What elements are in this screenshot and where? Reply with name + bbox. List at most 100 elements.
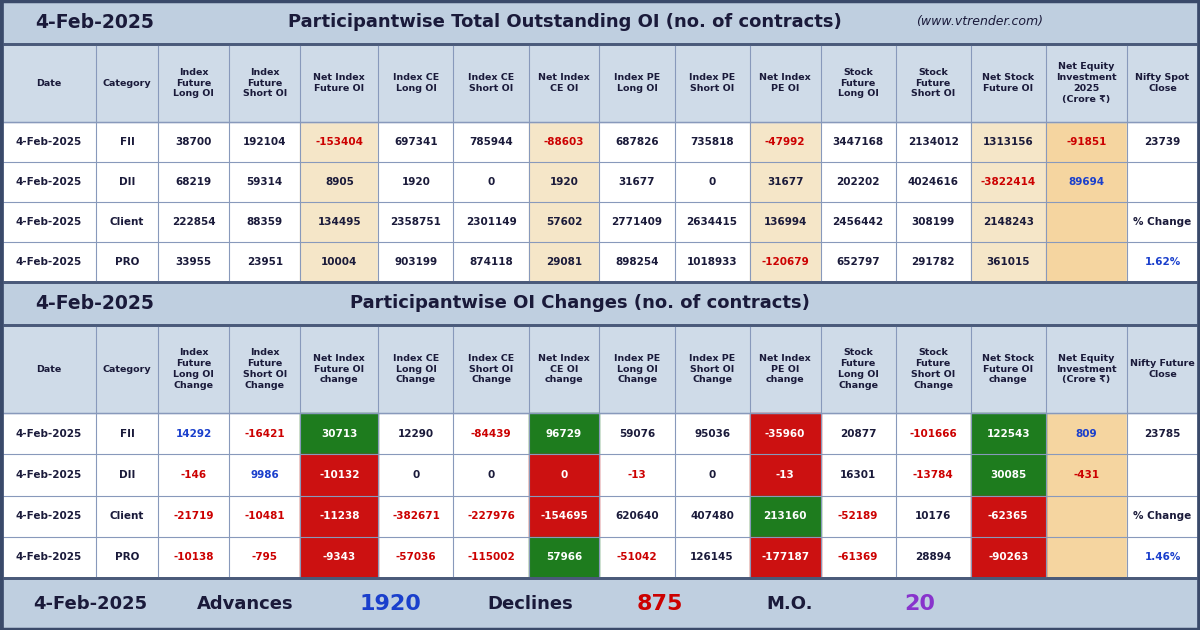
Bar bbox=[750, 325, 821, 578]
Text: 785944: 785944 bbox=[469, 137, 512, 147]
Text: FII: FII bbox=[120, 137, 134, 147]
Text: -90263: -90263 bbox=[988, 553, 1028, 563]
Text: Index
Future
Short OI
Change: Index Future Short OI Change bbox=[242, 348, 287, 389]
Bar bbox=[528, 454, 600, 496]
Text: 4-Feb-2025: 4-Feb-2025 bbox=[16, 257, 82, 267]
Text: 222854: 222854 bbox=[172, 217, 216, 227]
Text: 2456442: 2456442 bbox=[833, 217, 883, 227]
Bar bbox=[674, 325, 750, 578]
Bar bbox=[895, 325, 971, 578]
Text: -13784: -13784 bbox=[913, 470, 954, 480]
Text: Index
Future
Long OI: Index Future Long OI bbox=[174, 68, 215, 98]
Text: 8905: 8905 bbox=[325, 177, 354, 187]
Text: Net Equity
Investment
(Crore ₹): Net Equity Investment (Crore ₹) bbox=[1056, 354, 1117, 384]
Text: Index PE
Short OI
Change: Index PE Short OI Change bbox=[689, 354, 736, 384]
Text: 0: 0 bbox=[708, 470, 715, 480]
Text: Stock
Future
Short OI: Stock Future Short OI bbox=[911, 68, 955, 98]
Text: 0: 0 bbox=[487, 470, 494, 480]
Text: 4-Feb-2025: 4-Feb-2025 bbox=[16, 177, 82, 187]
Text: -431: -431 bbox=[1073, 470, 1099, 480]
Text: (www.vtrender.com): (www.vtrender.com) bbox=[917, 16, 1044, 28]
Text: -13: -13 bbox=[775, 470, 794, 480]
Text: Index PE
Long OI: Index PE Long OI bbox=[614, 73, 660, 93]
Bar bbox=[454, 325, 528, 578]
Text: -227976: -227976 bbox=[467, 511, 515, 521]
Bar bbox=[821, 44, 895, 282]
Text: -52189: -52189 bbox=[838, 511, 878, 521]
Text: -51042: -51042 bbox=[617, 553, 658, 563]
Bar bbox=[600, 325, 674, 578]
Text: -120679: -120679 bbox=[761, 257, 809, 267]
Text: 23785: 23785 bbox=[1145, 428, 1181, 438]
Bar bbox=[2, 325, 1198, 578]
Text: 20: 20 bbox=[905, 594, 936, 614]
Bar bbox=[378, 325, 454, 578]
Bar bbox=[378, 44, 454, 282]
Text: 59076: 59076 bbox=[619, 428, 655, 438]
Text: 4024616: 4024616 bbox=[907, 177, 959, 187]
Text: 2134012: 2134012 bbox=[907, 137, 959, 147]
Text: 136994: 136994 bbox=[763, 217, 806, 227]
Bar bbox=[821, 325, 895, 578]
Bar bbox=[300, 44, 378, 282]
Text: Declines: Declines bbox=[487, 595, 572, 613]
Text: Index PE
Long OI
Change: Index PE Long OI Change bbox=[614, 354, 660, 384]
Bar bbox=[895, 44, 971, 282]
Text: 0: 0 bbox=[560, 470, 568, 480]
Bar bbox=[750, 537, 821, 578]
Bar bbox=[0, 0, 1200, 44]
Text: 10004: 10004 bbox=[322, 257, 358, 267]
Text: Client: Client bbox=[110, 217, 144, 227]
Text: Index
Future
Short OI: Index Future Short OI bbox=[242, 68, 287, 98]
Text: 1920: 1920 bbox=[402, 177, 431, 187]
Text: 2301149: 2301149 bbox=[466, 217, 516, 227]
Text: 2148243: 2148243 bbox=[983, 217, 1033, 227]
Text: 23739: 23739 bbox=[1145, 137, 1181, 147]
Text: -57036: -57036 bbox=[396, 553, 437, 563]
Bar bbox=[300, 325, 378, 578]
Text: -13: -13 bbox=[628, 470, 647, 480]
Text: 33955: 33955 bbox=[175, 257, 212, 267]
Text: 4-Feb-2025: 4-Feb-2025 bbox=[36, 294, 155, 313]
Text: 213160: 213160 bbox=[763, 511, 806, 521]
Text: Net Index
Future OI: Net Index Future OI bbox=[313, 73, 365, 93]
Text: 687826: 687826 bbox=[616, 137, 659, 147]
Text: 134495: 134495 bbox=[318, 217, 361, 227]
Text: 3447168: 3447168 bbox=[833, 137, 883, 147]
Bar bbox=[0, 282, 1200, 325]
Text: Date: Date bbox=[36, 79, 61, 88]
Text: -10481: -10481 bbox=[245, 511, 286, 521]
Text: 1018933: 1018933 bbox=[686, 257, 738, 267]
Text: -9343: -9343 bbox=[323, 553, 356, 563]
Text: -47992: -47992 bbox=[764, 137, 805, 147]
Text: -115002: -115002 bbox=[467, 553, 515, 563]
Text: 1313156: 1313156 bbox=[983, 137, 1033, 147]
Text: 30713: 30713 bbox=[322, 428, 358, 438]
Text: 903199: 903199 bbox=[395, 257, 438, 267]
Text: 697341: 697341 bbox=[394, 137, 438, 147]
Bar bbox=[1127, 325, 1198, 578]
Text: 28894: 28894 bbox=[916, 553, 952, 563]
Text: 874118: 874118 bbox=[469, 257, 512, 267]
Text: 875: 875 bbox=[637, 594, 683, 614]
Text: Net Index
Future OI
change: Net Index Future OI change bbox=[313, 354, 365, 384]
Text: 2358751: 2358751 bbox=[390, 217, 442, 227]
Text: Index CE
Long OI
Change: Index CE Long OI Change bbox=[392, 354, 439, 384]
Text: -795: -795 bbox=[252, 553, 277, 563]
Text: Stock
Future
Long OI: Stock Future Long OI bbox=[838, 68, 878, 98]
Text: 4-Feb-2025: 4-Feb-2025 bbox=[32, 595, 148, 613]
Bar bbox=[158, 325, 229, 578]
Text: Index PE
Short OI: Index PE Short OI bbox=[689, 73, 736, 93]
Text: Stock
Future
Short OI
Change: Stock Future Short OI Change bbox=[911, 348, 955, 389]
Text: 4-Feb-2025: 4-Feb-2025 bbox=[16, 553, 82, 563]
Text: M.O.: M.O. bbox=[767, 595, 814, 613]
Text: 4-Feb-2025: 4-Feb-2025 bbox=[16, 511, 82, 521]
Bar bbox=[971, 454, 1045, 496]
Bar bbox=[2, 44, 1198, 282]
Text: Net Index
PE OI
change: Net Index PE OI change bbox=[760, 354, 811, 384]
Bar bbox=[528, 496, 600, 537]
Text: Index CE
Short OI: Index CE Short OI bbox=[468, 73, 514, 93]
Text: 1.62%: 1.62% bbox=[1145, 257, 1181, 267]
Text: 31677: 31677 bbox=[619, 177, 655, 187]
Text: -16421: -16421 bbox=[245, 428, 286, 438]
